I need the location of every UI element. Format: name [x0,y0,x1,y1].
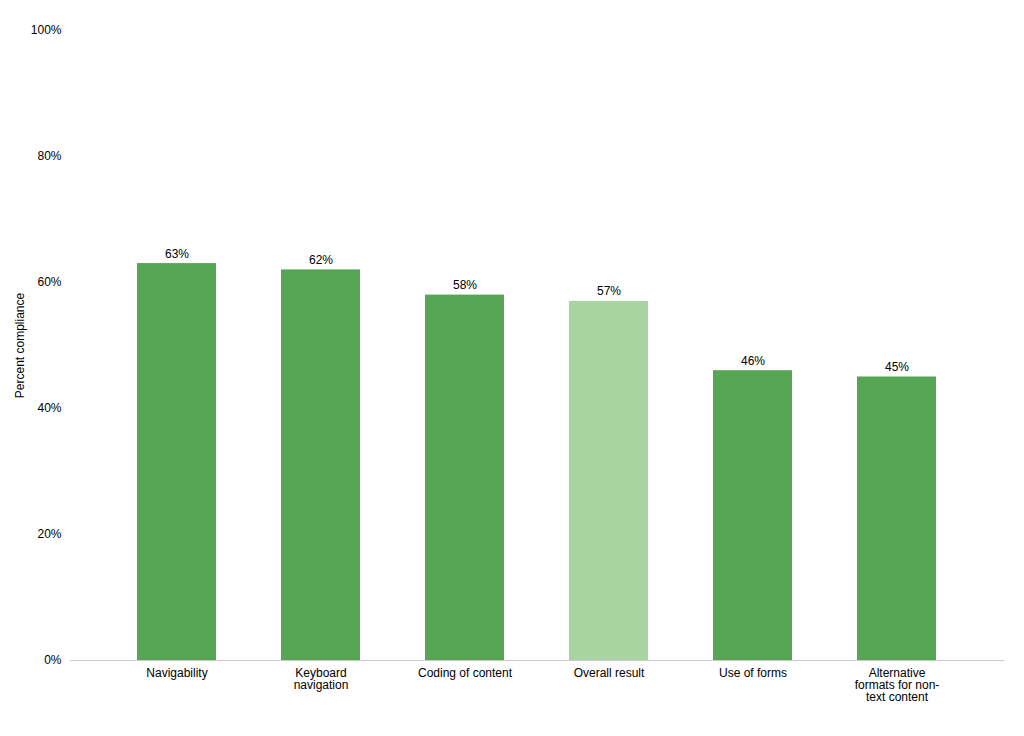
svg-text:58%: 58% [453,278,477,292]
svg-text:Use of forms: Use of forms [719,666,787,680]
svg-text:63%: 63% [165,247,189,261]
svg-text:57%: 57% [597,284,621,298]
svg-text:Alternativeformats for non-tex: Alternativeformats for non-text content [855,666,940,704]
svg-text:46%: 46% [741,354,765,368]
svg-text:20%: 20% [37,527,61,541]
svg-text:60%: 60% [37,275,61,289]
svg-text:Percent compliance: Percent compliance [13,292,27,398]
svg-text:0%: 0% [44,653,62,667]
svg-text:40%: 40% [37,401,61,415]
svg-text:62%: 62% [309,253,333,267]
svg-text:45%: 45% [885,360,909,374]
svg-text:Coding of content: Coding of content [418,666,513,680]
svg-text:80%: 80% [37,149,61,163]
svg-text:100%: 100% [31,23,62,37]
svg-text:Navigability: Navigability [146,666,207,680]
svg-text:Overall result: Overall result [574,666,645,680]
svg-text:Keyboardnavigation: Keyboardnavigation [294,666,349,692]
